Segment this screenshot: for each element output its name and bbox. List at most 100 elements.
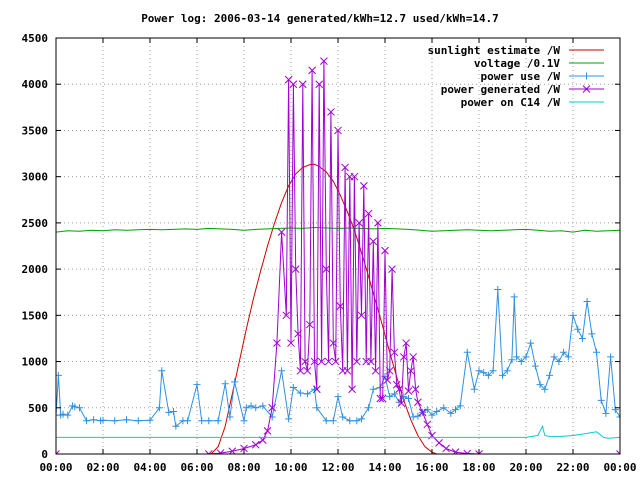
power-generated-marker — [418, 408, 427, 417]
power-use-marker — [560, 348, 568, 356]
x-tick-label: 16:00 — [415, 461, 448, 474]
series-layer — [56, 57, 620, 454]
power-use-marker — [440, 404, 448, 412]
power-generated-marker — [287, 339, 295, 347]
x-tick-label: 00:00 — [603, 461, 636, 474]
power-use-marker — [198, 417, 206, 425]
power-generated-marker — [475, 450, 483, 454]
power-generated-marker — [355, 219, 364, 227]
legend-label-sunlight-estimate: sunlight estimate /W — [428, 44, 561, 57]
power-use-marker — [71, 403, 79, 411]
y-tick-label: 0 — [41, 448, 48, 461]
power-generated-marker — [364, 209, 373, 218]
power-use-marker — [452, 406, 459, 414]
power-generated-marker — [298, 80, 307, 89]
power-use-marker — [409, 413, 417, 421]
legend-label-power-use: power use /W — [481, 70, 561, 83]
power-use-marker — [59, 410, 67, 418]
power-use-marker — [484, 371, 492, 379]
power-on-c14-series — [56, 424, 620, 439]
power-use-marker — [334, 393, 342, 401]
power-use-marker — [369, 385, 377, 393]
power-generated-marker — [327, 108, 335, 116]
power-use-marker — [313, 404, 321, 412]
power-use-marker — [494, 285, 502, 293]
power-generated-marker — [371, 366, 380, 375]
power-generated-marker — [414, 398, 422, 407]
power-generated-marker — [383, 376, 392, 384]
power-generated-marker — [277, 228, 286, 236]
y-tick-label: 3500 — [22, 124, 49, 137]
legend-power-use-marker — [583, 72, 590, 80]
power-use-marker — [289, 383, 297, 391]
power-generated-marker — [291, 265, 300, 273]
x-tick-label: 06:00 — [180, 461, 213, 474]
power-generated-marker — [322, 265, 331, 273]
power-use-marker — [193, 381, 201, 389]
voltage-line — [56, 226, 620, 233]
power-use-marker — [550, 353, 558, 361]
power-use-marker — [278, 367, 286, 375]
power-generated-marker — [331, 357, 340, 366]
power-use-marker — [546, 371, 553, 379]
power-generated-marker — [317, 357, 326, 366]
power-use-marker — [221, 380, 229, 388]
x-tick-label: 04:00 — [133, 461, 166, 474]
power-use-marker — [365, 404, 373, 412]
power-use-marker — [405, 395, 412, 403]
x-tick-label: 20:00 — [509, 461, 542, 474]
power-use-marker — [463, 348, 471, 356]
power-generated-marker — [395, 385, 403, 394]
power-generated-marker — [334, 126, 342, 135]
power-generated-marker — [392, 380, 401, 389]
power-use-marker — [602, 409, 610, 417]
y-tick-label: 4000 — [22, 78, 49, 91]
power-generated-marker — [348, 385, 356, 394]
legend-label-voltage: voltage /0.1V — [474, 57, 560, 70]
power-use-marker — [475, 367, 483, 375]
power-generated-marker — [310, 357, 319, 366]
power-generated-series — [56, 57, 620, 454]
power-use-marker — [83, 417, 91, 425]
power-use-marker — [214, 417, 222, 425]
power-use-marker — [433, 407, 441, 415]
power-generated-marker — [411, 385, 420, 394]
power-use-marker — [508, 356, 516, 364]
power-use-marker — [414, 412, 422, 420]
power-generated-marker — [406, 366, 415, 375]
power-use-marker — [76, 404, 83, 412]
power-use-marker — [527, 339, 535, 347]
power-use-marker — [99, 416, 107, 424]
power-use-series — [56, 285, 620, 430]
power-generated-marker — [303, 366, 312, 375]
power-use-marker — [155, 404, 163, 412]
x-tick-label: 12:00 — [321, 461, 354, 474]
power-use-marker — [555, 358, 563, 366]
power-use-marker — [541, 385, 549, 393]
power-use-marker — [569, 311, 577, 319]
power-generated-marker — [404, 387, 413, 395]
power-generated-marker — [399, 353, 408, 361]
power-use-marker — [146, 416, 154, 424]
x-tick-label: 22:00 — [556, 461, 589, 474]
x-tick-label: 10:00 — [274, 461, 307, 474]
power-generated-marker — [369, 237, 378, 246]
x-tick-label: 18:00 — [462, 461, 495, 474]
y-tick-label: 4500 — [22, 32, 49, 45]
power-generated-marker — [341, 163, 349, 172]
power-generated-marker — [263, 427, 272, 435]
power-generated-marker — [240, 444, 248, 453]
power-generated-marker — [273, 339, 281, 347]
power-use-marker — [184, 417, 192, 425]
power-use-marker — [513, 353, 521, 361]
power-use-marker — [358, 415, 365, 423]
power-use-marker — [242, 404, 250, 412]
power-generated-marker — [451, 448, 460, 454]
power-generated-marker — [294, 329, 302, 338]
x-tick-label: 02:00 — [86, 461, 119, 474]
power-generated-marker — [402, 339, 411, 347]
power-generated-marker — [376, 394, 385, 403]
power-use-marker — [170, 407, 177, 415]
